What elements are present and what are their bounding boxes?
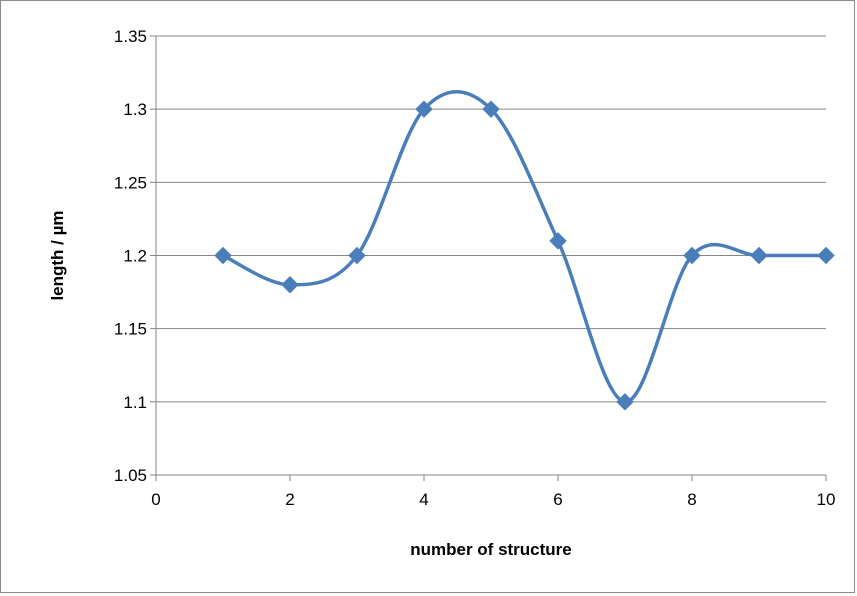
data-point-marker — [214, 246, 232, 265]
data-point-marker — [348, 246, 366, 265]
data-point-marker — [482, 100, 500, 118]
y-tick-labels: 1.05 1.1 1.15 1.2 1.25 1.3 1.35 — [114, 27, 147, 485]
x-tick-label: 4 — [419, 490, 428, 509]
y-axis-title: length / µm — [48, 210, 67, 300]
y-tick-label: 1.3 — [123, 100, 147, 119]
y-tick-label: 1.35 — [114, 27, 147, 46]
x-tick-label: 8 — [687, 490, 696, 509]
data-point-marker — [281, 276, 299, 294]
data-point-marker — [415, 100, 433, 118]
y-tick-label: 1.15 — [114, 320, 147, 339]
data-point-marker — [616, 393, 634, 411]
data-point-marker — [549, 232, 567, 250]
x-tick-label: 0 — [151, 490, 160, 509]
x-tick-label: 6 — [553, 490, 562, 509]
x-tick-labels: 0 2 4 6 8 10 — [151, 490, 835, 509]
x-axis-title: number of structure — [410, 540, 572, 559]
data-point-marker — [683, 246, 701, 265]
x-tick-label: 2 — [285, 490, 294, 509]
y-tick-label: 1.05 — [114, 466, 147, 485]
series-line — [221, 90, 828, 404]
y-tick-label: 1.2 — [123, 247, 147, 266]
x-tick-label: 10 — [817, 490, 836, 509]
axes — [150, 35, 827, 481]
y-tick-label: 1.25 — [114, 173, 147, 192]
data-point-marker — [750, 246, 768, 265]
y-tick-label: 1.1 — [123, 393, 147, 412]
series-group — [214, 90, 835, 411]
data-point-marker — [817, 246, 835, 265]
